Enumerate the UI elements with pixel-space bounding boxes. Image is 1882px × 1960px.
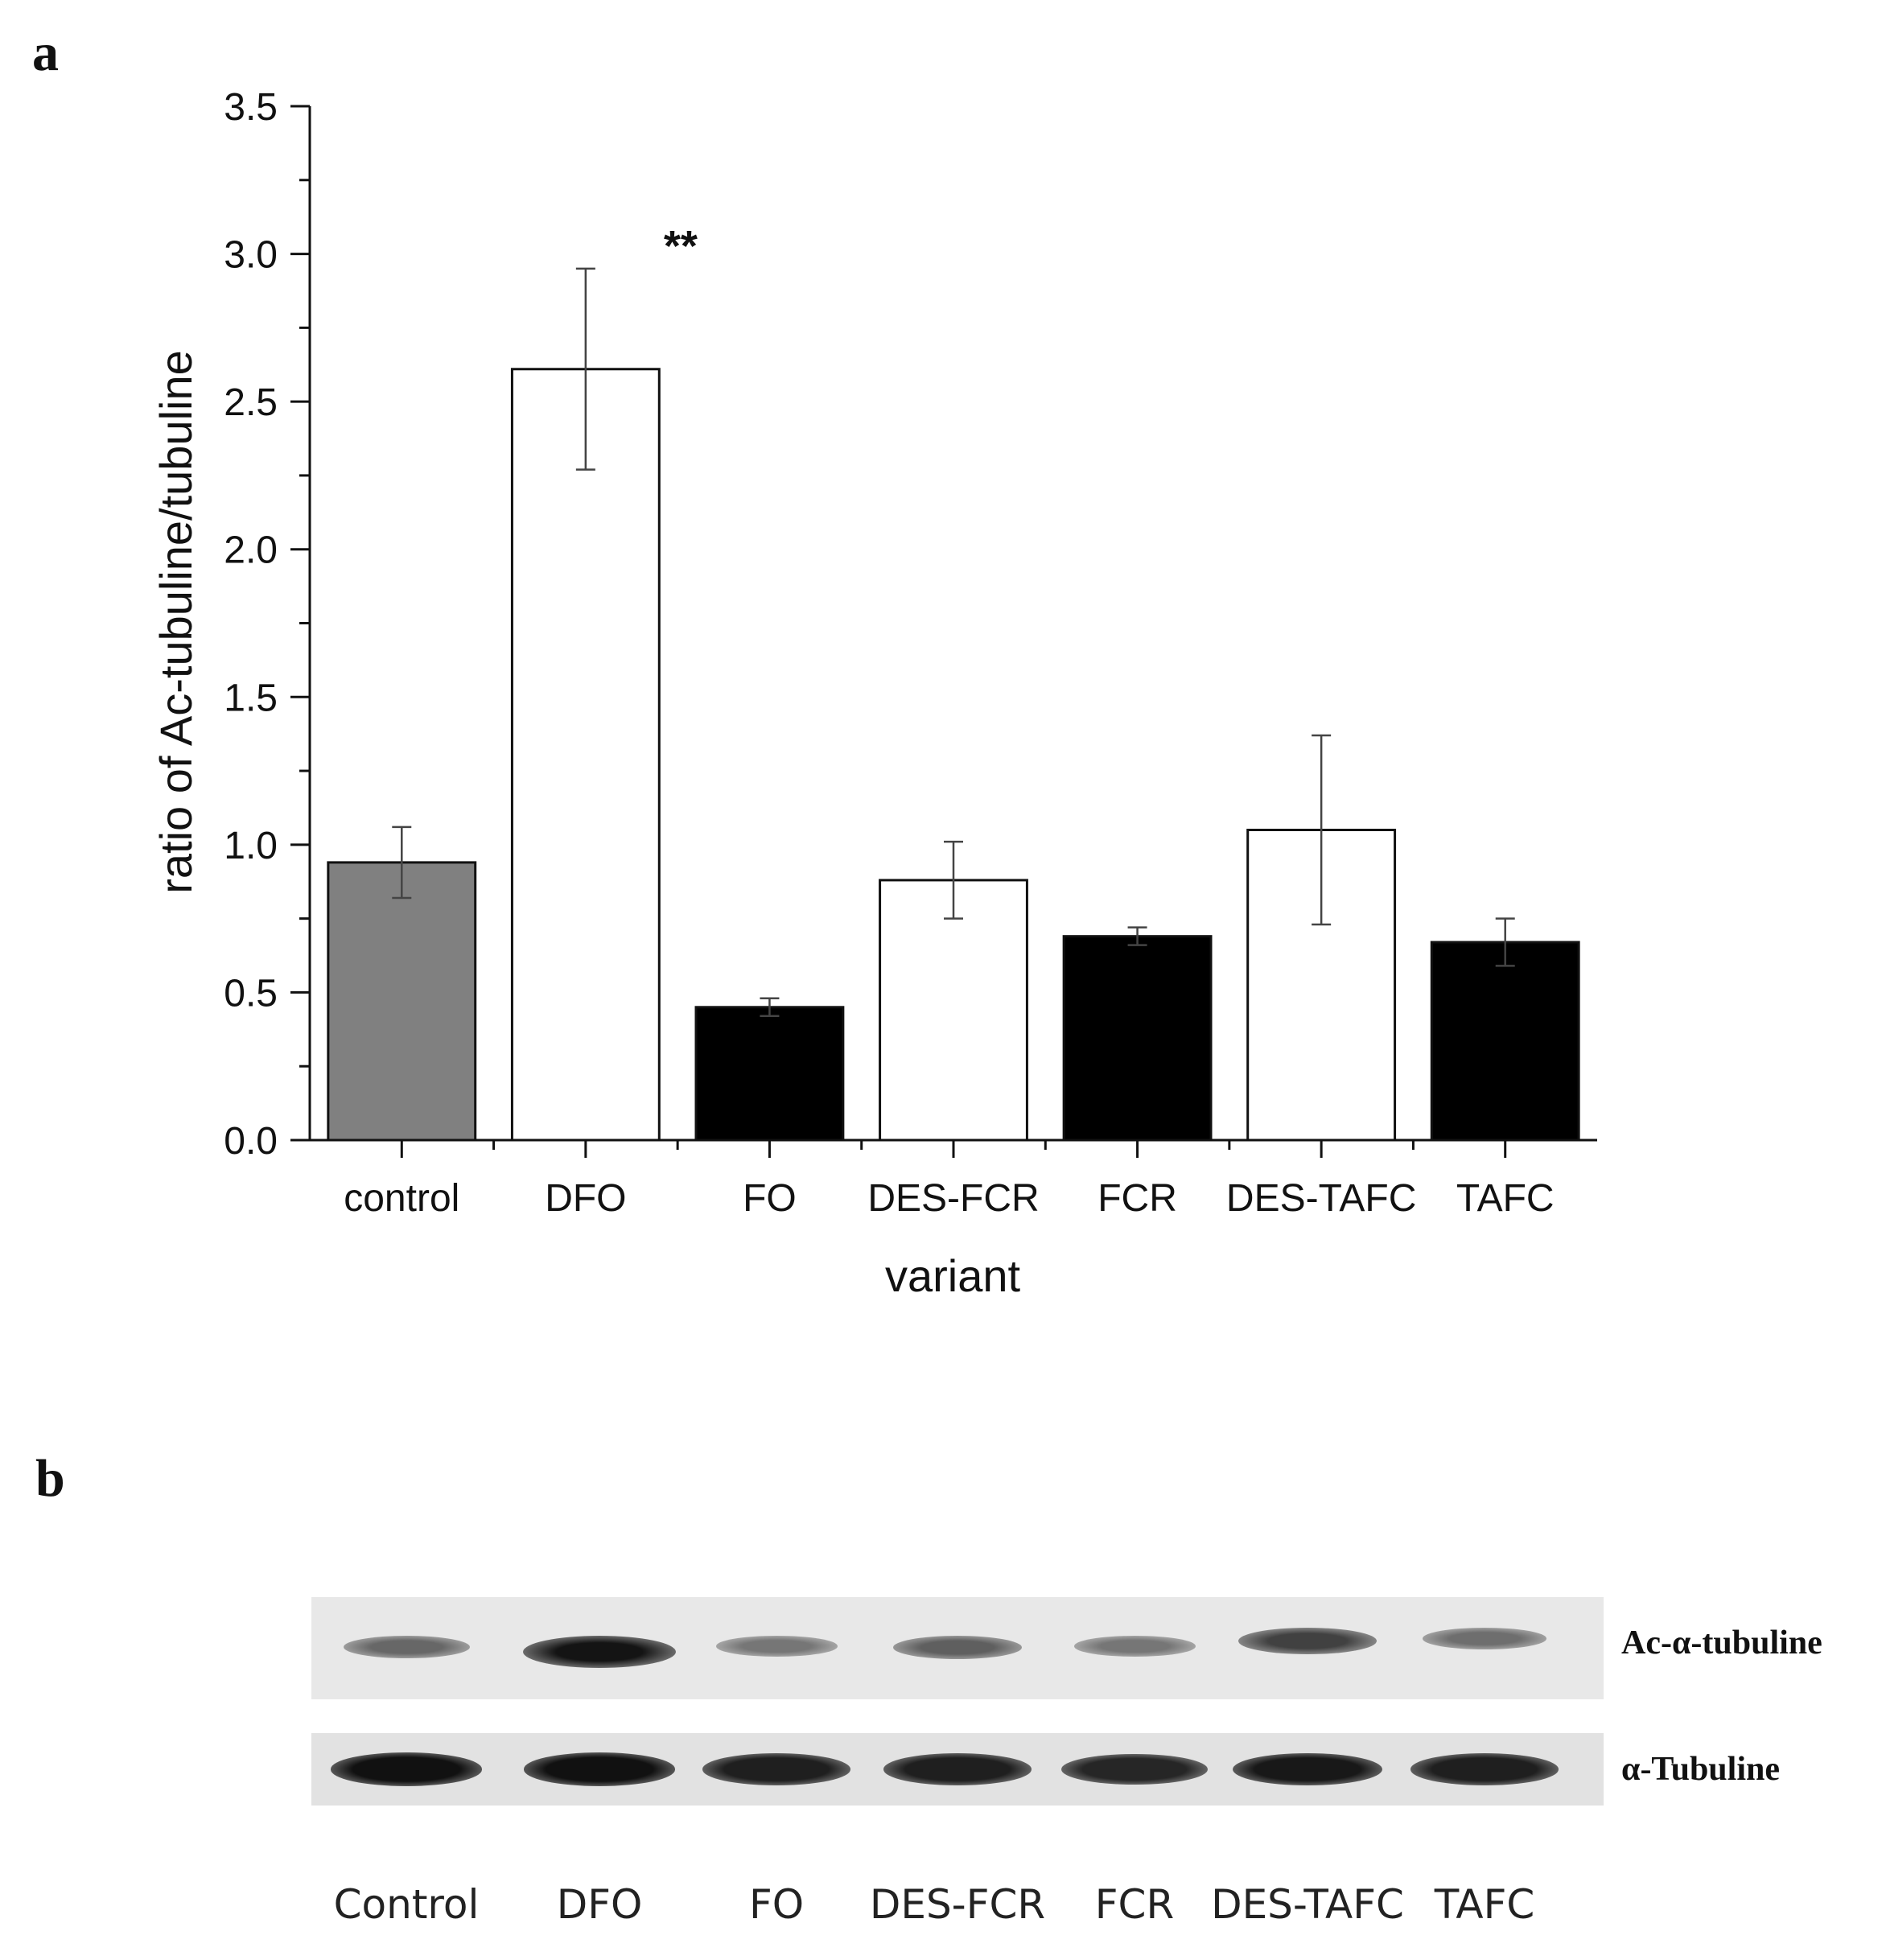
x-axis-title: variant: [885, 1250, 1021, 1301]
band-tubuline: [1233, 1752, 1382, 1786]
bar: [879, 879, 1028, 1142]
band-ac-tubuline: [715, 1636, 838, 1657]
y-tick-label: 2.5: [224, 381, 278, 424]
x-tick-label: DES-FCR: [867, 1177, 1039, 1220]
y-axis: 0.0 0.5 1.0 1.5 2.0 2.5 3.0 3.5: [224, 86, 311, 1163]
band-tubuline: [524, 1752, 675, 1786]
y-tick-label: 0.0: [224, 1120, 278, 1163]
bar: [1062, 935, 1213, 1142]
band-tubuline: [702, 1753, 850, 1785]
bars: [327, 368, 1580, 1142]
y-tick-label: 3.5: [224, 86, 278, 129]
x-tick-label: DES-TAFC: [1226, 1177, 1416, 1220]
y-axis-title: ratio of Ac-tubuline/tubuline: [150, 350, 201, 894]
lane-label: Control: [333, 1881, 480, 1928]
bar: [694, 1006, 845, 1142]
x-tick-label: FCR: [1097, 1177, 1177, 1220]
bar: [327, 861, 477, 1142]
lane-label: DES-FCR: [869, 1881, 1046, 1928]
band-ac-tubuline: [1238, 1628, 1377, 1655]
lane-label: DFO: [556, 1881, 643, 1928]
lane-label: TAFC: [1434, 1881, 1535, 1928]
y-tick-label: 1.5: [224, 677, 278, 719]
blot-tubuline: [311, 1733, 1604, 1806]
y-tick-label: 1.0: [224, 825, 278, 867]
band-tubuline: [883, 1753, 1032, 1785]
band-ac-tubuline: [343, 1636, 470, 1658]
band-ac-tubuline: [893, 1636, 1022, 1659]
y-tick-label: 0.5: [224, 972, 278, 1015]
x-tick-label: control: [344, 1177, 459, 1220]
blot-label-tubuline: α-Tubuline: [1621, 1751, 1780, 1788]
panel-a-label: a: [32, 23, 59, 82]
band-tubuline: [1061, 1753, 1208, 1785]
blot-label-ac-tubuline: Ac-α-tubuline: [1621, 1624, 1822, 1661]
x-tick-label: TAFC: [1456, 1177, 1555, 1220]
bar: [510, 368, 661, 1142]
lane-label: FCR: [1094, 1881, 1175, 1928]
lane-label: FO: [748, 1881, 805, 1928]
x-tick-label: FO: [743, 1177, 797, 1220]
significance-mark: **: [664, 222, 698, 270]
bar: [1246, 829, 1397, 1142]
band-tubuline: [331, 1752, 482, 1786]
band-ac-tubuline: [1423, 1628, 1546, 1649]
y-tick-label: 2.0: [224, 529, 278, 572]
blot-ac-tubuline: [311, 1597, 1604, 1699]
y-tick-label: 3.0: [224, 234, 278, 277]
lane-label: DES-TAFC: [1211, 1881, 1404, 1928]
x-axis: control DFO FO DES-FCR FCR DES-TAFC TAFC: [310, 1139, 1597, 1220]
panel-b-label: b: [35, 1449, 65, 1508]
bar-chart: 0.0 0.5 1.0 1.5 2.0 2.5 3.0 3.5 control DFO FO DES…: [150, 86, 1597, 1301]
x-tick-label: DFO: [545, 1177, 626, 1220]
error-bars: [392, 267, 1515, 1018]
band-ac-tubuline: [523, 1636, 676, 1668]
bar: [1430, 941, 1580, 1142]
band-ac-tubuline: [1073, 1636, 1196, 1657]
band-tubuline: [1410, 1753, 1559, 1785]
